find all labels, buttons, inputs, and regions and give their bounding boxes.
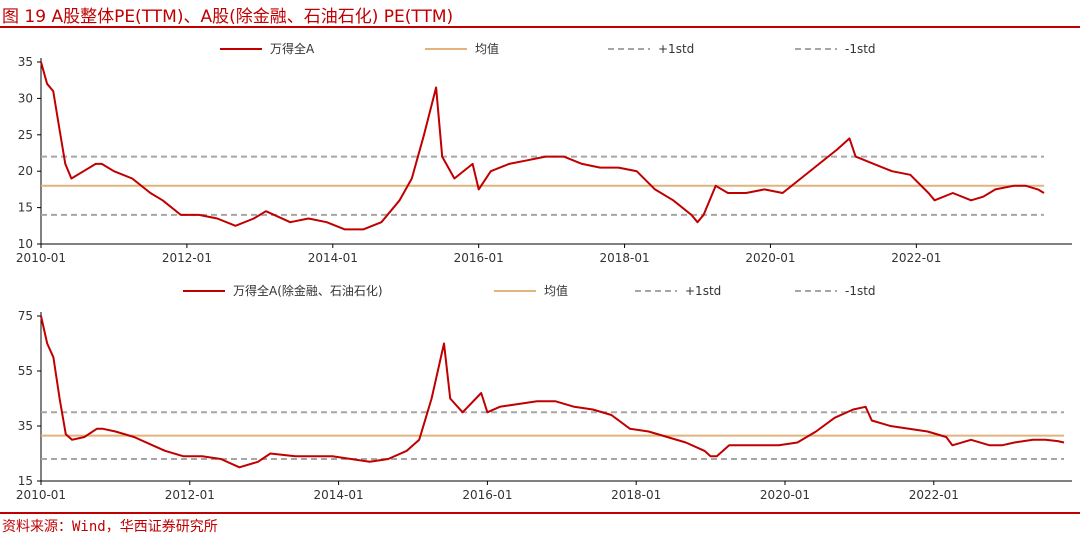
x-tick-label: 2016-01 [454,251,504,265]
series-line [40,61,1045,231]
y-tick-label: 20 [18,164,33,178]
x-tick-label: 2020-01 [760,488,810,502]
y-tick-label: 15 [18,474,33,488]
series-line [40,315,1065,469]
x-tick-label: 2020-01 [745,251,795,265]
charts-canvas: 10 15 20 25 30 35 2010-01 2012-01 2014-01 2016-01… [16,41,1072,502]
chart-ex-fin-pe: 15 35 55 75 2010-01 2012-01 2014-01 2016-01 2018… [16,283,1072,502]
footer-rule [0,512,1080,514]
x-tick-label: 2010-01 [16,488,66,502]
y-tick-label: 35 [18,55,33,69]
y-tick-label: 35 [18,419,33,433]
x-tick-label: 2016-01 [462,488,512,502]
x-tick-label: 2010-01 [16,251,66,265]
x-tick-label: 2022-01 [891,251,941,265]
title-underline [0,26,1080,28]
legend-label: +1std [658,42,694,56]
legend-label: 均值 [475,41,499,56]
y-tick-label: 55 [18,364,33,378]
x-tick-label: 2012-01 [162,251,212,265]
legend-label: 万得全A [270,41,315,56]
x-tick-label: 2018-01 [611,488,661,502]
legend-label: 均值 [544,283,568,298]
legend-label: -1std [845,284,876,298]
source-note: 资料来源：Wind，华西证券研究所 [2,519,218,535]
y-tick-label: 30 [18,91,33,105]
x-tick-label: 2012-01 [165,488,215,502]
x-tick-label: 2018-01 [599,251,649,265]
x-tick-label: 2022-01 [909,488,959,502]
legend-label: +1std [685,284,721,298]
figure-title: 图 19 A股整体PE(TTM)、A股(除金融、石油石化) PE(TTM) [2,7,454,27]
y-tick-label: 75 [18,309,33,323]
chart-all-a-pe: 10 15 20 25 30 35 2010-01 2012-01 2014-01 2016-01… [16,41,1072,265]
y-tick-label: 10 [18,237,33,251]
legend-label: 万得全A(除金融、石油石化) [233,283,383,298]
legend-label: -1std [845,42,876,56]
y-tick-label: 25 [18,128,33,142]
y-tick-label: 15 [18,201,33,215]
x-tick-label: 2014-01 [308,251,358,265]
x-tick-label: 2014-01 [314,488,364,502]
